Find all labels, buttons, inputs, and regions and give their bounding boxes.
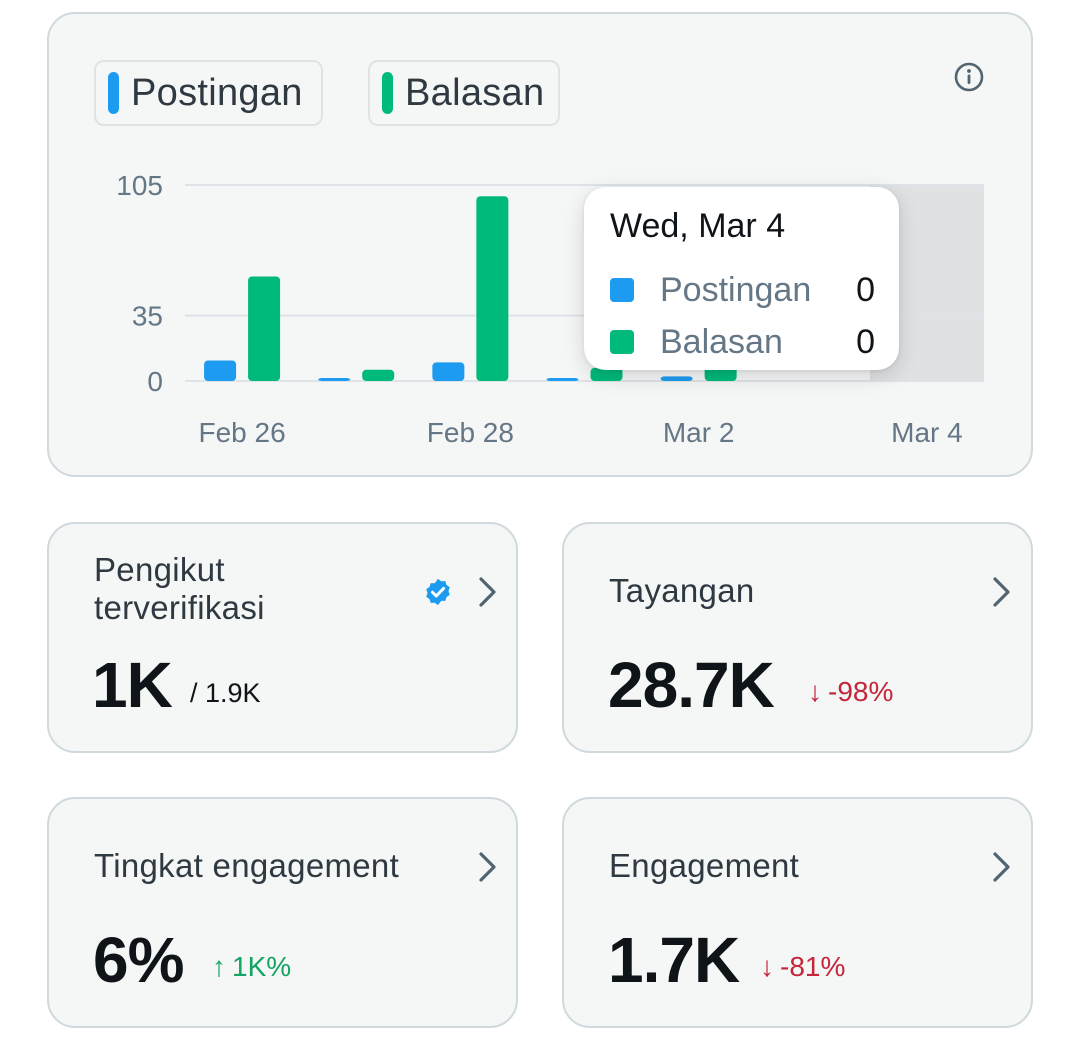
engagement-rate-delta: ↑ 1K%: [212, 951, 291, 983]
bar-posts-4: [660, 376, 693, 381]
chevron-right-icon[interactable]: [991, 575, 1013, 609]
engagement-rate-title: Tingkat engagement: [94, 847, 400, 884]
verified-followers-value: 1K: [92, 649, 173, 721]
impressions-delta: ↓ -98%: [808, 676, 893, 708]
legend-replies-label: Balasan: [405, 71, 545, 114]
bar-replies-2: [476, 196, 509, 381]
engagements-delta: ↓ -81%: [760, 951, 845, 983]
chevron-right-icon[interactable]: [477, 575, 499, 609]
tooltip-posts-value: 0: [856, 270, 875, 309]
arrow-up-icon: ↑: [212, 951, 226, 982]
info-icon[interactable]: [954, 62, 984, 92]
arrow-down-icon: ↓: [808, 676, 822, 707]
engagement-rate-card[interactable]: Tingkat engagement 6% ↑ 1K%: [47, 797, 518, 1028]
bar-replies-1: [362, 369, 395, 381]
verified-followers-total: / 1.9K: [190, 678, 261, 708]
chart-tooltip: Wed, Mar 4 Postingan 0 Balasan 0: [584, 187, 899, 370]
y-tick-label: 35: [132, 301, 163, 332]
engagements-delta-value: -81%: [780, 951, 846, 982]
chevron-right-icon[interactable]: [477, 850, 499, 884]
bar-posts-1: [318, 378, 351, 381]
engagements-value: 1.7K: [608, 924, 740, 996]
x-tick-label: Mar 2: [663, 417, 735, 448]
bar-posts-2: [432, 362, 465, 381]
verified-followers-card[interactable]: Pengikut terverifikasi 1K / 1.9K: [47, 522, 518, 753]
legend-posts-toggle[interactable]: Postingan: [94, 60, 323, 126]
x-tick-label: Feb 28: [427, 417, 514, 448]
legend-posts-label: Postingan: [131, 71, 303, 114]
bar-posts-0: [204, 360, 237, 381]
tooltip-replies-label: Balasan: [660, 322, 783, 361]
impressions-title: Tayangan: [609, 572, 755, 609]
impressions-delta-value: -98%: [828, 676, 894, 707]
engagements-title: Engagement: [609, 847, 800, 884]
engagement-rate-value: 6%: [93, 924, 184, 996]
tooltip-replies-swatch: [610, 330, 634, 354]
y-tick-label: 105: [116, 170, 163, 201]
tooltip-row-replies: Balasan 0: [610, 322, 875, 362]
impressions-value: 28.7K: [608, 649, 775, 721]
x-tick-label: Feb 26: [198, 417, 285, 448]
arrow-down-icon: ↓: [760, 951, 774, 982]
engagement-rate-delta-value: 1K%: [232, 951, 292, 982]
bar-replies-0: [248, 276, 281, 381]
tooltip-replies-value: 0: [856, 322, 875, 361]
bar-posts-3: [546, 378, 579, 381]
impressions-card[interactable]: Tayangan 28.7K ↓ -98%: [562, 522, 1033, 753]
bar-replies-3: [590, 367, 623, 381]
x-tick-label: Mar 4: [891, 417, 963, 448]
verified-followers-title: Pengikut terverifikasi: [94, 551, 265, 626]
tooltip-posts-swatch: [610, 278, 634, 302]
chevron-right-icon[interactable]: [991, 850, 1013, 884]
verified-badge-icon: [426, 578, 450, 606]
tooltip-date: Wed, Mar 4: [610, 207, 786, 245]
activity-chart-card: Postingan Balasan 105 35 0 Feb 26 Feb 28 Mar …: [47, 12, 1033, 477]
legend-replies-toggle[interactable]: Balasan: [368, 60, 560, 126]
tooltip-row-posts: Postingan 0: [610, 270, 875, 310]
legend-replies-swatch: [382, 72, 393, 114]
engagements-card[interactable]: Engagement 1.7K ↓ -81%: [562, 797, 1033, 1028]
legend-posts-swatch: [108, 72, 119, 114]
tooltip-posts-label: Postingan: [660, 270, 812, 309]
y-tick-label: 0: [147, 366, 163, 397]
